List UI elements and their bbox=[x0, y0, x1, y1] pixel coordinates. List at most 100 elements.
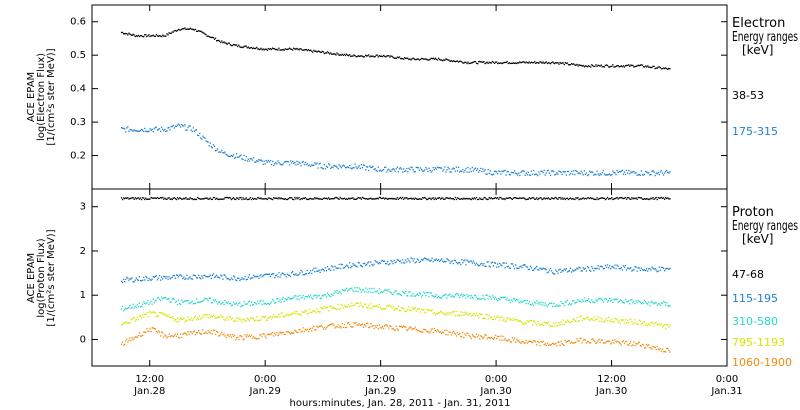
proton-data-point bbox=[471, 197, 473, 199]
electron-data-point bbox=[500, 173, 502, 175]
proton-data-point bbox=[316, 325, 318, 328]
electron-data-point bbox=[156, 35, 159, 37]
proton-data-point bbox=[227, 197, 229, 199]
proton-data-point bbox=[429, 331, 431, 333]
proton-data-point bbox=[601, 197, 603, 199]
x-tick-date-label: Jan.29 bbox=[249, 386, 281, 397]
proton-data-point bbox=[243, 278, 245, 280]
electron-data-point bbox=[617, 65, 619, 67]
electron-data-point bbox=[379, 55, 381, 57]
proton-data-point bbox=[482, 317, 484, 319]
proton-data-point bbox=[431, 197, 433, 200]
proton-data-point bbox=[563, 268, 565, 270]
proton-data-point bbox=[477, 198, 479, 201]
proton-data-point bbox=[601, 266, 603, 268]
proton-data-point bbox=[472, 313, 474, 316]
electron-data-point bbox=[217, 39, 219, 42]
proton-data-point bbox=[248, 320, 250, 322]
proton-data-point bbox=[180, 197, 182, 199]
proton-data-point bbox=[437, 197, 440, 199]
electron-data-point bbox=[348, 55, 350, 57]
electron-data-point bbox=[152, 34, 154, 36]
proton-data-point bbox=[257, 275, 259, 277]
electron-data-point bbox=[125, 131, 127, 133]
proton-data-point bbox=[414, 295, 416, 297]
proton-data-point bbox=[382, 260, 385, 262]
proton-data-point bbox=[424, 292, 426, 294]
proton-data-point bbox=[576, 197, 578, 199]
proton-data-point bbox=[609, 265, 611, 267]
proton-data-point bbox=[534, 268, 536, 270]
proton-data-point bbox=[214, 333, 217, 335]
electron-data-point bbox=[511, 172, 514, 174]
electron-data-point bbox=[522, 61, 524, 63]
proton-data-point bbox=[451, 260, 453, 262]
proton-data-point bbox=[527, 198, 529, 200]
electron-data-point bbox=[287, 48, 290, 50]
proton-data-point bbox=[369, 326, 371, 328]
electron-data-point bbox=[605, 174, 608, 176]
proton-data-point bbox=[298, 328, 300, 331]
proton-data-point bbox=[639, 320, 641, 322]
electron-data-point bbox=[205, 34, 207, 36]
proton-data-point bbox=[264, 302, 266, 304]
electron-data-point bbox=[417, 58, 420, 60]
proton-data-point bbox=[365, 198, 367, 200]
electron-data-point bbox=[658, 66, 660, 68]
proton-data-point bbox=[310, 312, 312, 314]
proton-data-point bbox=[341, 289, 343, 291]
electron-data-point bbox=[438, 166, 441, 169]
proton-data-point bbox=[158, 298, 161, 300]
proton-data-point bbox=[530, 197, 533, 199]
proton-data-point bbox=[153, 197, 155, 199]
proton-data-point bbox=[295, 330, 297, 332]
proton-data-point bbox=[133, 307, 135, 309]
proton-data-point bbox=[488, 337, 490, 339]
electron-data-point bbox=[620, 65, 622, 67]
proton-data-point bbox=[176, 333, 179, 336]
proton-data-point bbox=[207, 317, 209, 319]
proton-data-point bbox=[129, 305, 131, 307]
electron-data-point bbox=[456, 170, 459, 172]
proton-data-point bbox=[632, 198, 634, 200]
electron-data-point bbox=[591, 64, 593, 66]
proton-data-point bbox=[387, 198, 389, 200]
electron-data-point bbox=[407, 171, 409, 173]
proton-data-point bbox=[344, 265, 347, 268]
proton-data-point bbox=[140, 305, 143, 307]
proton-data-point bbox=[339, 307, 341, 310]
electron-data-point bbox=[258, 159, 260, 161]
electron-data-point bbox=[566, 62, 569, 64]
electron-data-point bbox=[549, 63, 552, 65]
proton-data-point bbox=[592, 197, 594, 199]
electron-data-point bbox=[312, 51, 314, 53]
proton-data-point bbox=[593, 301, 595, 303]
proton-data-point bbox=[547, 271, 550, 273]
electron-data-point bbox=[519, 174, 521, 177]
electron-data-point bbox=[438, 58, 441, 61]
proton-data-point bbox=[518, 267, 520, 270]
proton-data-point bbox=[214, 299, 217, 301]
electron-data-point bbox=[542, 61, 544, 63]
electron-data-point bbox=[613, 66, 615, 68]
proton-data-point bbox=[278, 196, 280, 199]
proton-data-point bbox=[200, 198, 202, 200]
proton-data-point bbox=[545, 304, 547, 306]
electron-data-point bbox=[659, 171, 662, 173]
electron-data-point bbox=[630, 171, 632, 173]
proton-data-point bbox=[586, 341, 589, 343]
proton-data-point bbox=[627, 267, 629, 269]
proton-data-point bbox=[314, 197, 316, 199]
proton-data-point bbox=[220, 274, 222, 276]
proton-data-point bbox=[523, 264, 525, 266]
electron-data-point bbox=[485, 173, 487, 175]
electron-data-point bbox=[336, 166, 338, 168]
electron-data-point bbox=[525, 172, 527, 174]
electron-data-point bbox=[545, 172, 547, 174]
proton-data-point bbox=[652, 267, 654, 269]
proton-data-point bbox=[276, 297, 278, 300]
electron-data-point bbox=[553, 62, 555, 64]
proton-data-point bbox=[503, 318, 505, 320]
electron-data-point bbox=[268, 48, 271, 50]
electron-data-point bbox=[147, 35, 149, 37]
